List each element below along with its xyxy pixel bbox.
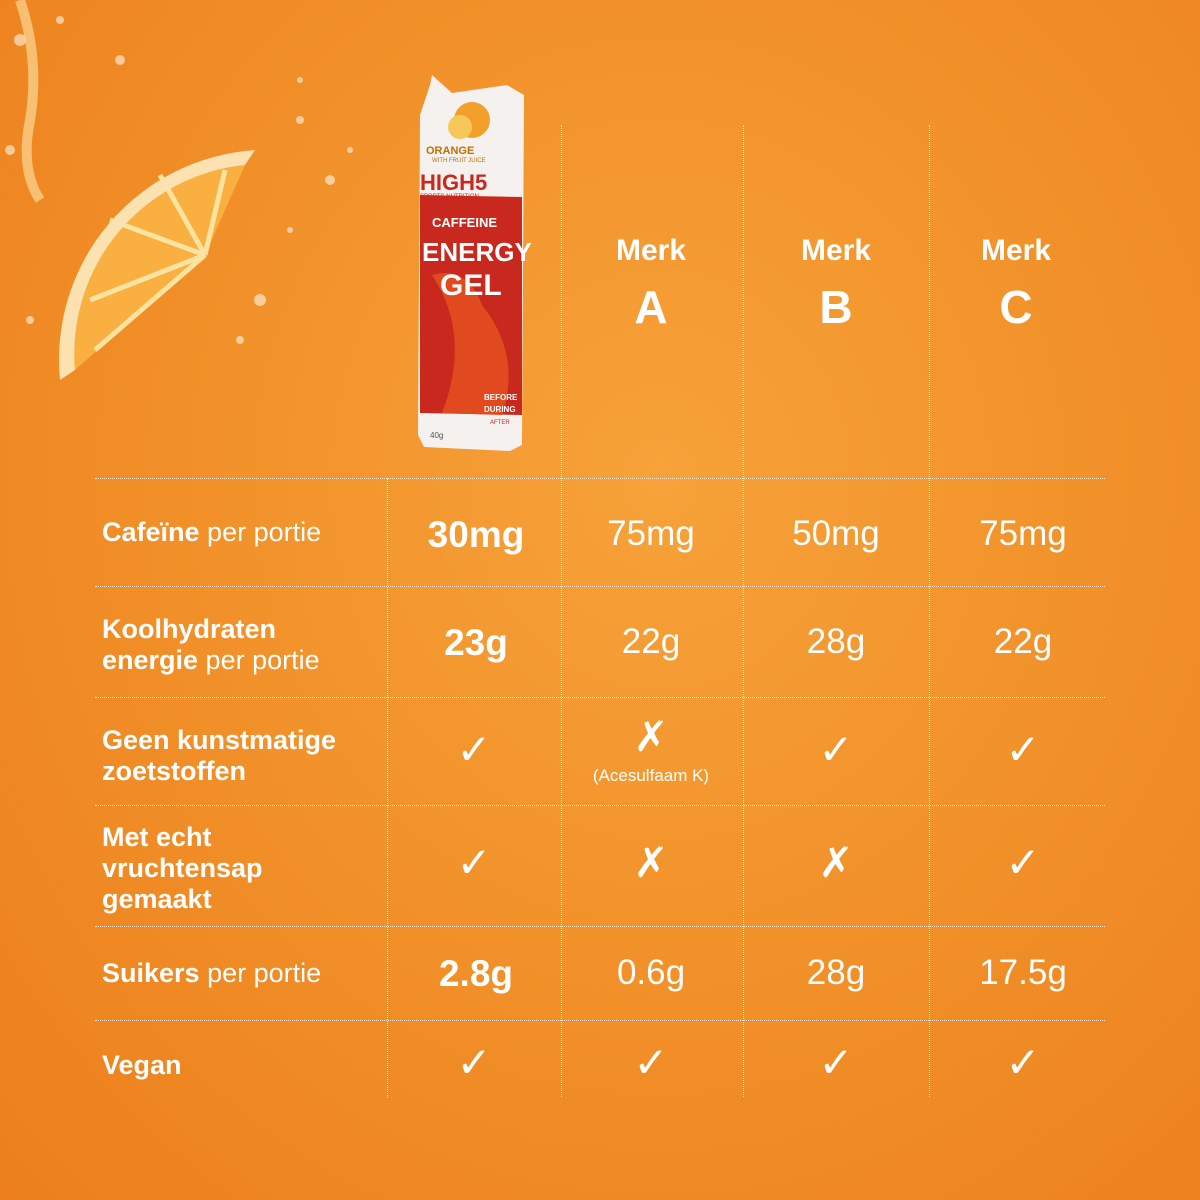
row-label-bold-2: vruchtensap <box>102 853 263 883</box>
high5-gel-pack: ORANGE WITH FRUIT JUICE HIGH5 SPORTS NUT… <box>412 75 532 453</box>
column-b-merk: Merk <box>800 234 872 267</box>
cell-high5: 23g <box>444 622 508 663</box>
row-label-fruit-juice: Met echt vruchtensap gemaakt <box>102 822 263 915</box>
check-icon: ✓ <box>633 1038 669 1087</box>
cell-b: 28g <box>806 953 866 992</box>
row-label-sweeteners: Geen kunstmatige zoetstoffen <box>102 725 336 787</box>
gel-name-1: ENERGY <box>422 237 532 267</box>
gel-usage-2: DURING <box>484 405 516 414</box>
row-label-bold: Suikers <box>102 958 200 988</box>
column-a-merk: Merk <box>615 234 687 267</box>
gel-flavour-sub: WITH FRUIT JUICE <box>432 158 486 164</box>
row-label-bold-2: zoetstoffen <box>102 756 246 786</box>
check-icon: ✓ <box>1005 725 1041 774</box>
row-label-light: per portie <box>199 958 322 988</box>
cell-a: 0.6g <box>616 953 686 992</box>
cell-c: 17.5g <box>979 953 1067 992</box>
grid-line-v1 <box>387 478 388 1098</box>
check-icon: ✓ <box>456 1038 492 1087</box>
cross-icon: ✗ <box>633 712 669 761</box>
gel-line: CAFFEINE <box>432 215 497 230</box>
grid-line-v3 <box>743 125 744 1097</box>
grid-line-h1 <box>95 478 1105 479</box>
cell-a: 22g <box>621 622 681 661</box>
check-icon: ✓ <box>1005 1038 1041 1087</box>
column-b-letter: B <box>819 281 853 333</box>
cell-a-note: (Acesulfaam K) <box>592 766 710 785</box>
cell-c: 22g <box>993 622 1053 661</box>
grid-line-h6 <box>95 1020 1105 1021</box>
row-label-bold: Cafeïne <box>102 517 200 547</box>
grid-line-h3 <box>95 697 1105 698</box>
gel-brand: HIGH5 <box>420 170 488 195</box>
cell-b: 28g <box>806 622 866 661</box>
check-icon: ✓ <box>818 725 854 774</box>
column-c-letter: C <box>999 281 1033 333</box>
gel-usage-1: BEFORE <box>484 393 518 402</box>
check-icon: ✓ <box>456 725 492 774</box>
gel-flavour: ORANGE <box>426 145 475 157</box>
column-a-letter: A <box>634 281 668 333</box>
gel-usage-3: AFTER <box>490 420 510 426</box>
row-label-bold-2: energie <box>102 645 199 675</box>
row-label-light: per portie <box>199 517 322 547</box>
check-icon: ✓ <box>456 838 492 887</box>
row-label-carbs: Koolhydraten energie per portie <box>102 614 320 676</box>
row-label-bold: Geen kunstmatige <box>102 725 337 755</box>
cell-high5: 2.8g <box>438 953 514 994</box>
grid-line-v4 <box>929 125 930 1097</box>
gel-weight: 40g <box>430 431 444 440</box>
row-label-sugars: Suikers per portie <box>102 958 321 989</box>
column-c-merk: Merk <box>980 234 1052 267</box>
cross-icon: ✗ <box>633 838 669 887</box>
row-label-bold-3: gemaakt <box>102 884 212 914</box>
row-label-bold: Koolhydraten <box>102 614 277 644</box>
gel-pack-illustration <box>418 75 524 451</box>
row-label-vegan: Vegan <box>102 1050 182 1081</box>
check-icon: ✓ <box>1005 838 1041 887</box>
grid-line-h5 <box>95 926 1105 927</box>
cell-high5: 30mg <box>427 514 525 555</box>
cell-a: 75mg <box>607 514 695 553</box>
gel-name-2: GEL <box>440 269 502 302</box>
check-icon: ✓ <box>818 1038 854 1087</box>
grid-line-h4 <box>95 805 1105 806</box>
cross-icon: ✗ <box>818 838 854 887</box>
cell-b: 50mg <box>792 514 880 553</box>
row-label-bold: Vegan <box>102 1050 182 1080</box>
grid-line-h2 <box>95 586 1105 587</box>
row-label-caffeine: Cafeïne per portie <box>102 517 321 548</box>
cell-c: 75mg <box>979 514 1067 553</box>
gel-brand-sub: SPORTS NUTRITION <box>420 194 479 200</box>
orange-slice-illustration <box>5 0 353 380</box>
row-label-light: per portie <box>198 645 320 675</box>
row-label-bold: Met echt <box>102 822 212 852</box>
grid-line-v2 <box>561 125 562 1097</box>
